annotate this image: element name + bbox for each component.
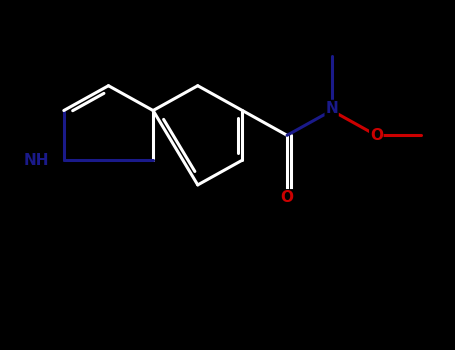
Text: N: N [325, 100, 338, 116]
Text: O: O [370, 128, 383, 143]
Text: NH: NH [23, 153, 49, 168]
Text: O: O [281, 190, 293, 205]
